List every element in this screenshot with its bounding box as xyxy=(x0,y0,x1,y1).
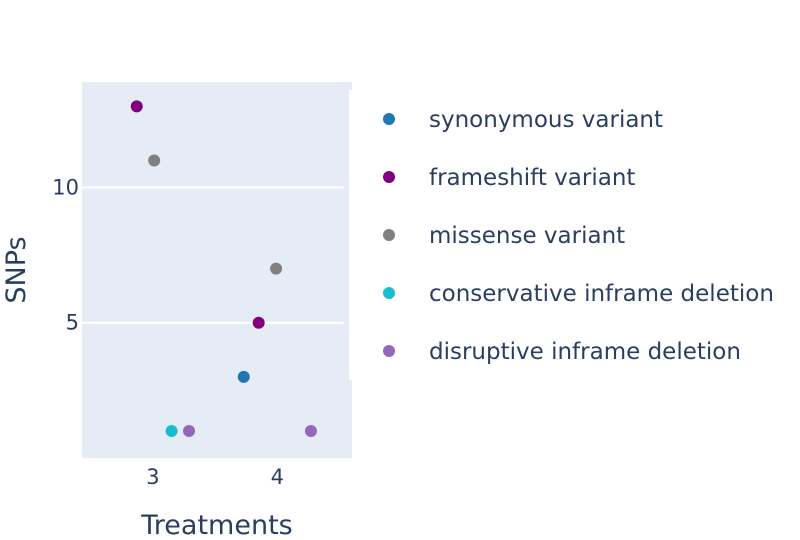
y-tick-label: 5 xyxy=(66,311,79,335)
legend-item[interactable]: disruptive inframe deletion xyxy=(383,339,741,365)
legend-label: missense variant xyxy=(429,223,625,249)
data-point[interactable] xyxy=(165,424,178,437)
legend-item[interactable]: frameshift variant xyxy=(383,165,635,191)
x-axis-title: Treatments xyxy=(140,510,292,540)
plot-background xyxy=(82,82,352,458)
data-point[interactable] xyxy=(148,154,161,167)
legend-marker xyxy=(383,345,395,357)
data-point[interactable] xyxy=(270,262,283,275)
legend-item[interactable]: missense variant xyxy=(383,223,625,249)
x-tick-label: 4 xyxy=(271,465,284,489)
legend-marker xyxy=(383,171,395,183)
legend-label: frameshift variant xyxy=(429,165,635,191)
data-point[interactable] xyxy=(252,316,265,329)
legend-marker xyxy=(383,229,395,241)
gridlines xyxy=(82,186,344,324)
legend-background xyxy=(349,90,800,380)
legend-label: synonymous variant xyxy=(429,107,663,133)
legend-marker xyxy=(383,113,395,125)
data-point[interactable] xyxy=(130,100,143,113)
y-axis-ticks: 5 10 xyxy=(52,175,79,334)
legend[interactable]: synonymous variant frameshift variant miss… xyxy=(383,107,774,365)
legend-item[interactable]: conservative inframe deletion xyxy=(383,281,774,307)
legend-item[interactable]: synonymous variant xyxy=(383,107,663,133)
data-point[interactable] xyxy=(237,370,250,383)
legend-label: disruptive inframe deletion xyxy=(429,339,741,365)
y-tick-label: 10 xyxy=(52,175,79,199)
legend-marker xyxy=(383,287,395,299)
y-axis-title: SNPs xyxy=(1,236,32,303)
x-tick-label: 3 xyxy=(146,465,159,489)
data-point[interactable] xyxy=(304,424,317,437)
data-point[interactable] xyxy=(183,424,196,437)
legend-label: conservative inframe deletion xyxy=(429,281,774,307)
data-points xyxy=(130,100,317,437)
